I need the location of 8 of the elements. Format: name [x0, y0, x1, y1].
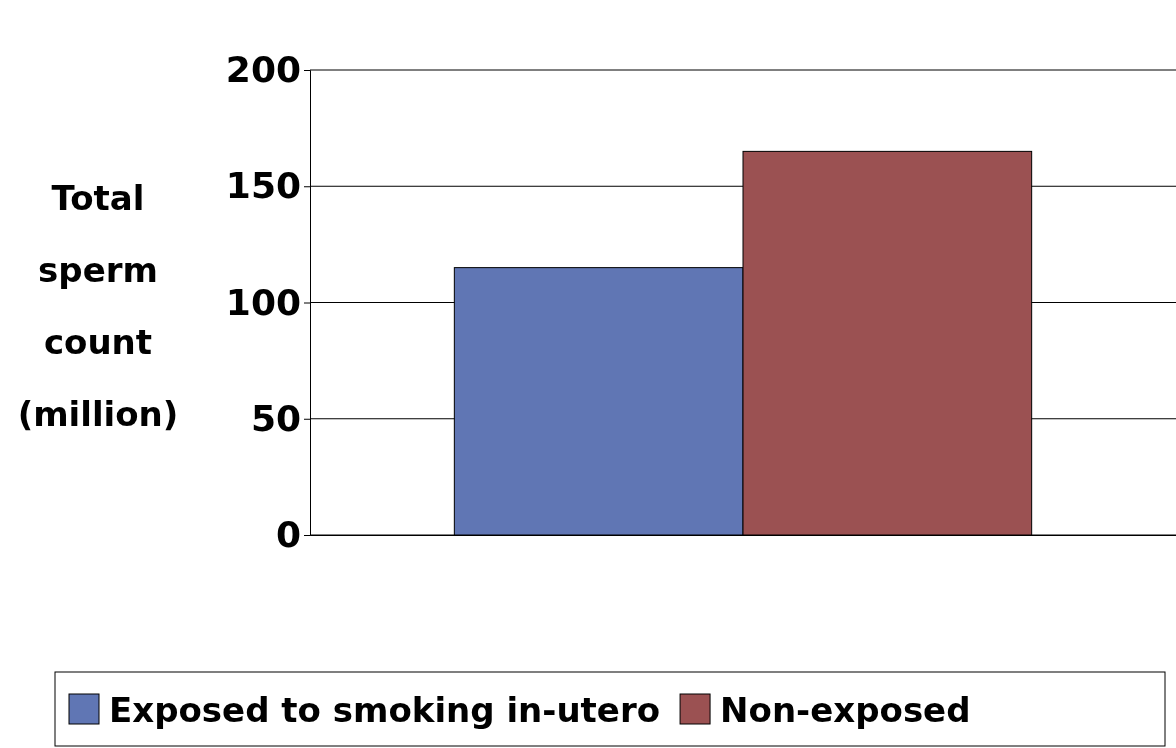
y-tick-label: 150: [225, 165, 301, 207]
y-tick-label: 50: [250, 397, 301, 439]
legend-label: Exposed to smoking in-utero: [109, 690, 661, 730]
y-tick-label: 100: [225, 281, 301, 323]
y-tick-label: 200: [225, 49, 301, 91]
y-axis-title: Total sperm count (million): [17, 178, 179, 434]
legend-label: Non-exposed: [720, 690, 971, 730]
y-tick-label: 0: [275, 514, 301, 556]
